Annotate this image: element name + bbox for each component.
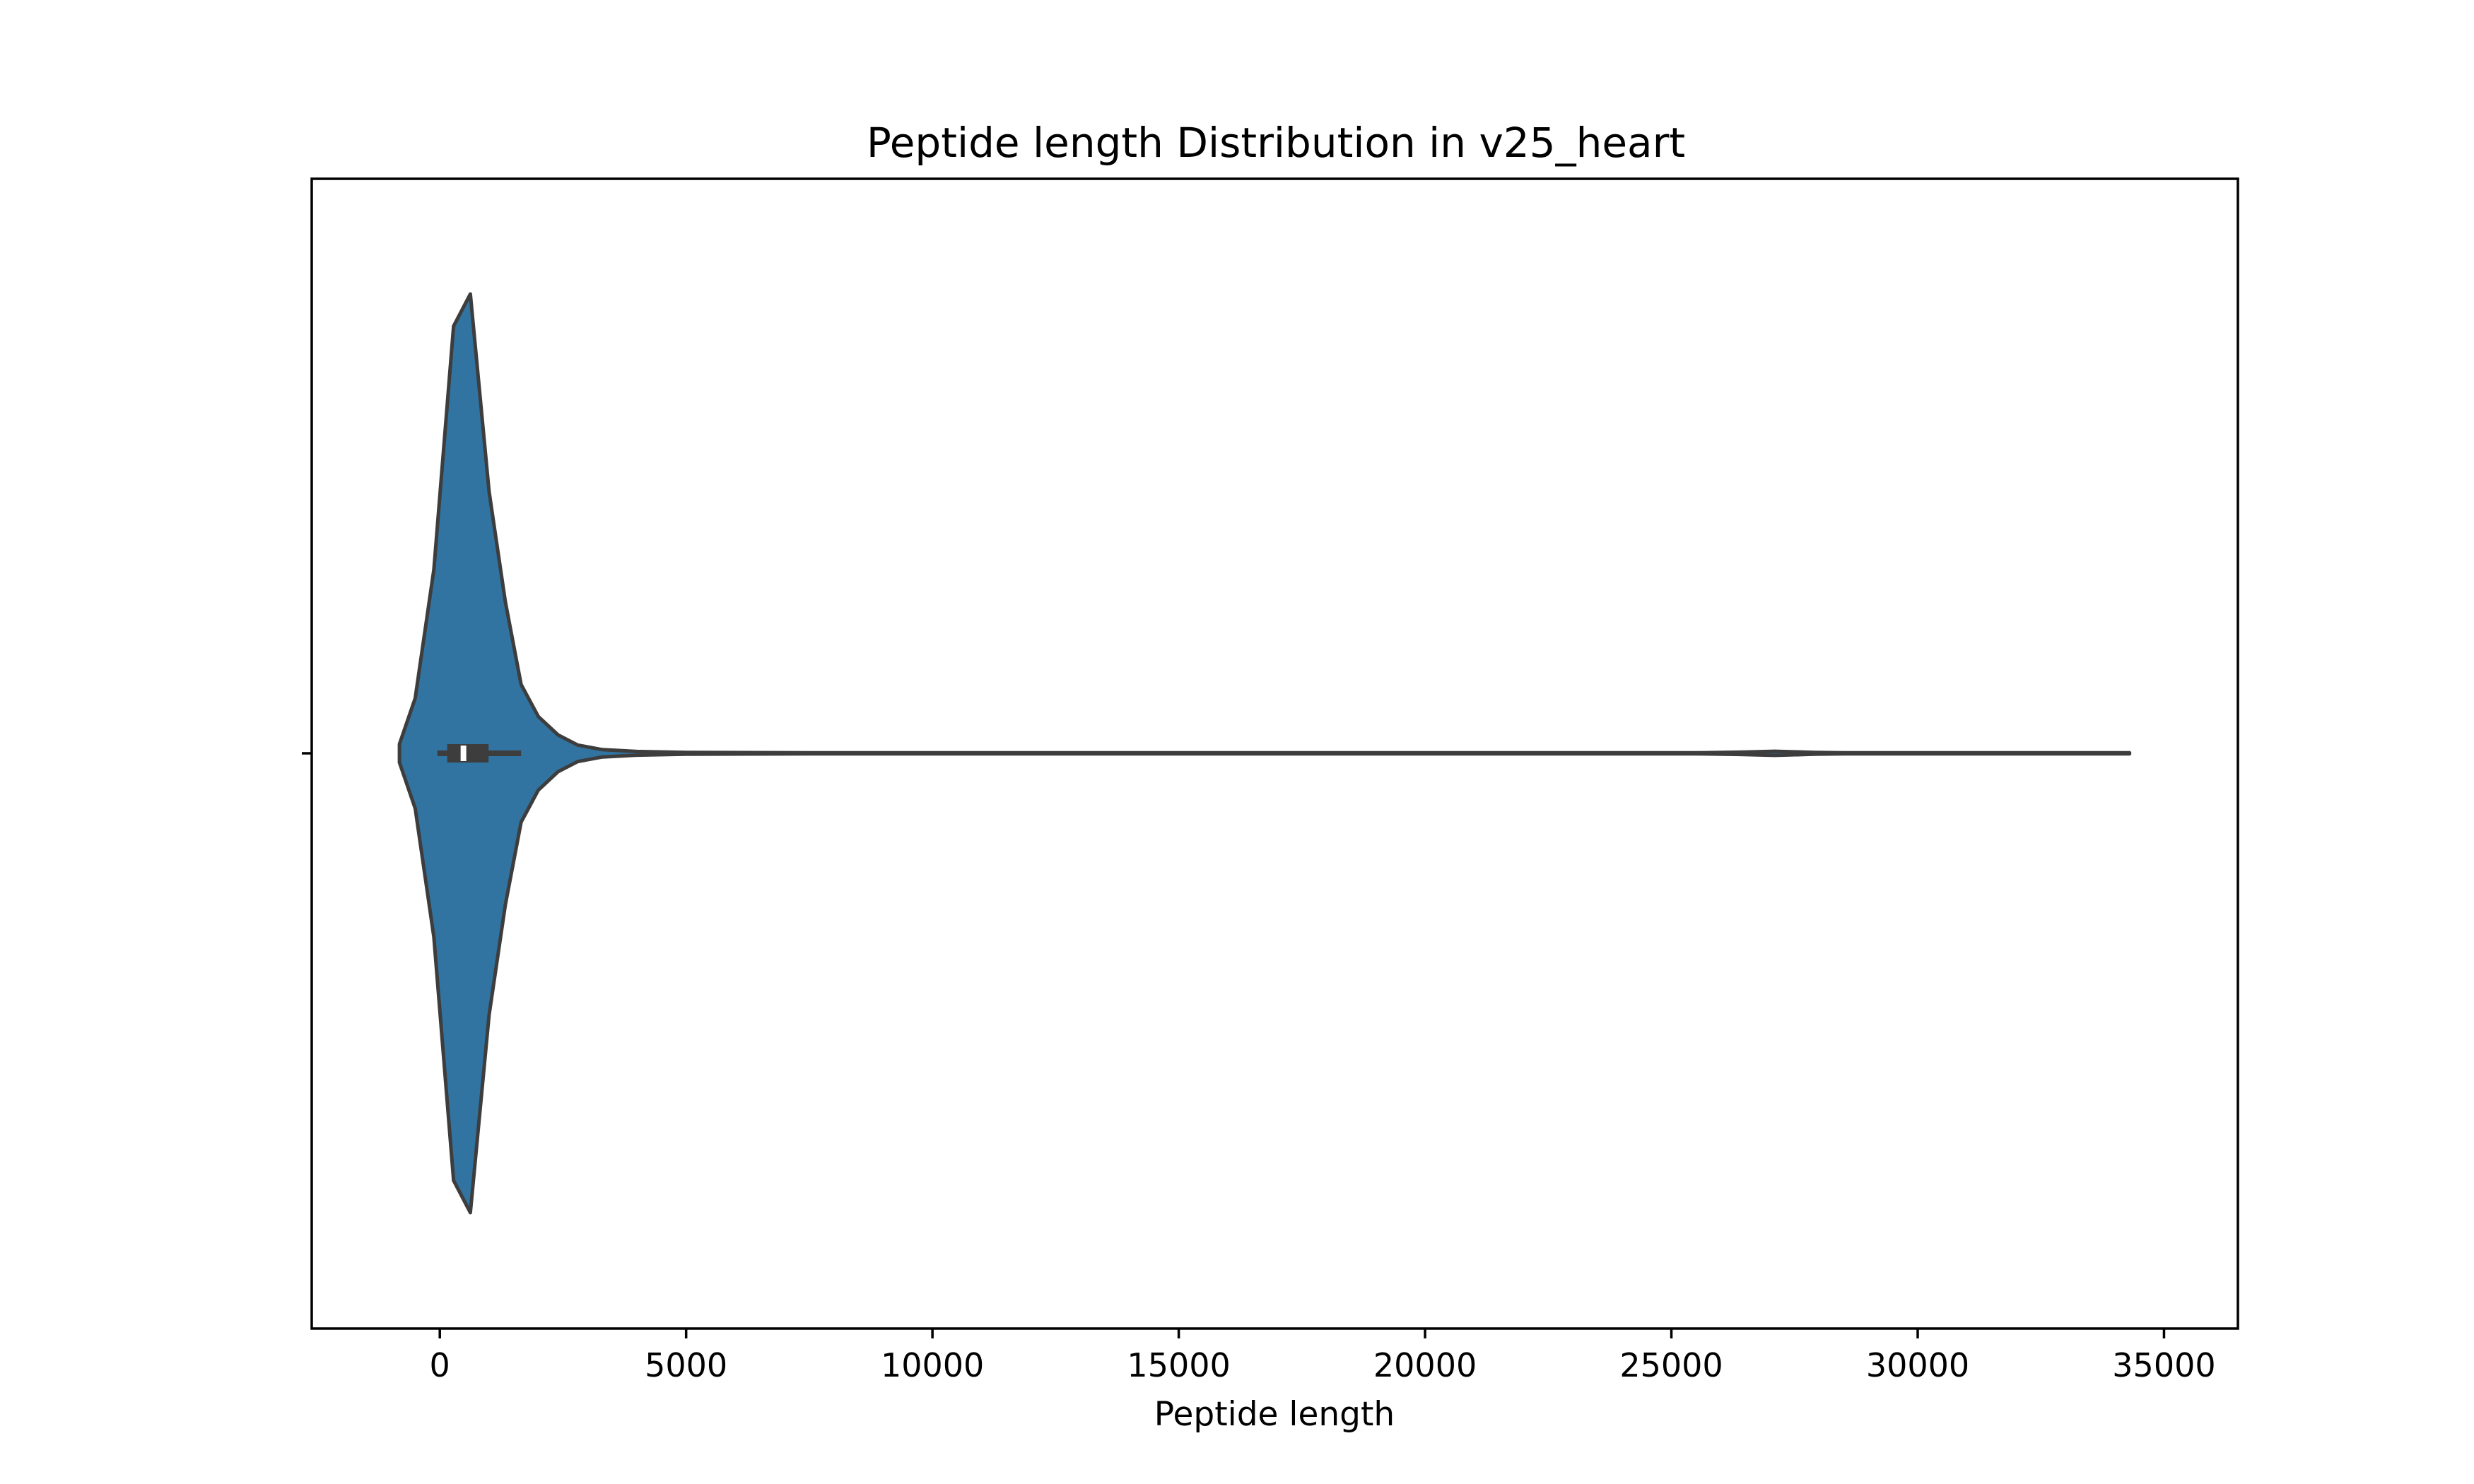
median-marker	[460, 746, 467, 761]
violin-body	[397, 292, 2132, 1215]
x-axis-label: Peptide length	[1154, 1395, 1395, 1434]
x-axis: 0 5000 10000 15000 20000 25000 30000 35000	[430, 1329, 2216, 1384]
box-plot	[437, 744, 522, 762]
x-tick-label: 10000	[881, 1346, 984, 1384]
x-tick-label: 20000	[1373, 1346, 1477, 1384]
x-tick-label: 30000	[1866, 1346, 1969, 1384]
x-tick-label: 25000	[1619, 1346, 1723, 1384]
x-tick-label: 5000	[645, 1346, 727, 1384]
x-tick-label: 15000	[1127, 1346, 1230, 1384]
chart-title: Peptide length Distribution in v25_heart	[867, 119, 1685, 167]
iqr-box	[447, 744, 489, 762]
x-tick-label: 0	[430, 1346, 450, 1384]
x-tick-label: 35000	[2112, 1346, 2215, 1384]
